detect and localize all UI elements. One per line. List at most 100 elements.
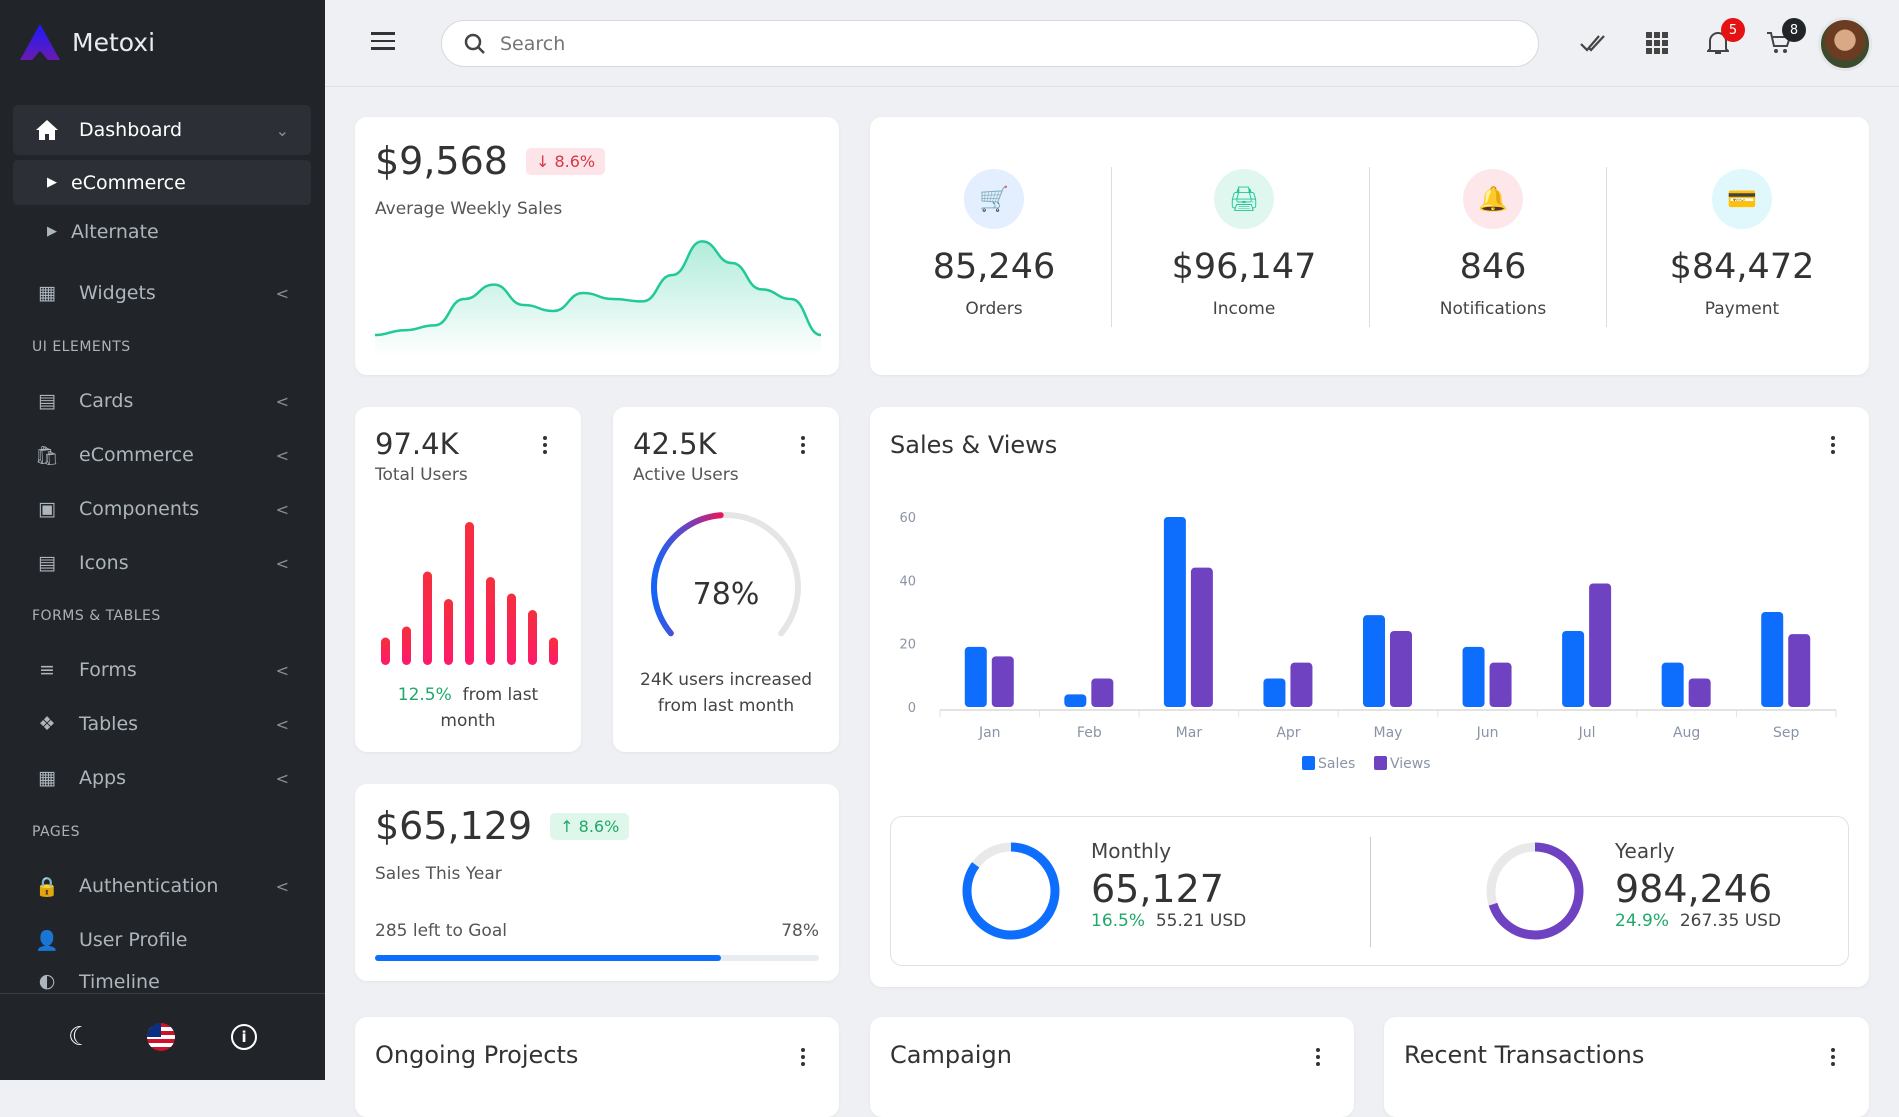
- notifications-bell-icon[interactable]: 5: [1701, 18, 1745, 60]
- sidebar-item-apps[interactable]: ▦ Apps <: [13, 753, 311, 803]
- y-tick-label: 20: [899, 638, 916, 653]
- chevron-left-icon: <: [275, 391, 289, 411]
- more-options-icon[interactable]: [793, 433, 813, 457]
- yearly-ring-chart: [1486, 842, 1584, 940]
- sidebar-item-alternate[interactable]: ▶ Alternate: [13, 209, 311, 254]
- campaign-card: Campaign: [870, 1017, 1354, 1117]
- apps-grid-icon[interactable]: [1640, 26, 1674, 60]
- bar-sales: [1363, 615, 1385, 707]
- sidebar-footer: ☾ i: [0, 993, 325, 1080]
- sidebar-item-icons[interactable]: ▤ Icons <: [13, 538, 311, 588]
- goal-text: 285 left to Goal: [375, 921, 507, 941]
- bar-sales: [1064, 694, 1087, 707]
- arrow-down-icon: ↓: [535, 151, 555, 171]
- sidebar-item-ecommerce[interactable]: 🛍 eCommerce <: [13, 430, 311, 480]
- bar-views: [1390, 631, 1412, 707]
- goal-progress-fill: [375, 955, 722, 961]
- chevron-left-icon: <: [275, 499, 289, 519]
- cart-icon: 🛒: [964, 169, 1024, 229]
- components-icon: ▣: [38, 498, 56, 520]
- caret-right-icon: ▶: [47, 224, 57, 239]
- divider: [1369, 167, 1370, 327]
- more-options-icon[interactable]: [1308, 1045, 1328, 1069]
- chevron-left-icon: <: [275, 283, 289, 303]
- more-options-icon[interactable]: [1823, 1045, 1843, 1069]
- logo-icon: [20, 24, 60, 60]
- stat-value: $96,147: [1171, 247, 1317, 287]
- sidebar-item-label: Icons: [79, 552, 129, 574]
- more-options-icon[interactable]: [1823, 433, 1843, 457]
- sidebar-item-cards[interactable]: ▤ Cards <: [13, 376, 311, 426]
- y-tick-label: 40: [899, 574, 916, 589]
- y-tick-label: 60: [899, 511, 916, 526]
- bar-sales: [1562, 631, 1585, 707]
- home-icon: [33, 118, 61, 142]
- sales-this-year-card: $65,129 ↑ 8.6% Sales This Year 285 left …: [355, 784, 839, 981]
- sidebar-item-widgets[interactable]: ▦ Widgets <: [13, 268, 311, 318]
- mark-all-read-icon[interactable]: [1578, 26, 1612, 60]
- bar-views: [1290, 662, 1313, 707]
- change-value: 8.6%: [554, 151, 596, 171]
- more-options-icon[interactable]: [793, 1045, 813, 1069]
- sidebar-item-timeline[interactable]: ◐ Timeline: [13, 968, 311, 993]
- bar-views: [1489, 662, 1512, 707]
- info-icon[interactable]: i: [231, 1024, 258, 1050]
- stat-label: Payment: [1704, 299, 1780, 319]
- x-tick-label: Aug: [1673, 725, 1700, 741]
- yearly-summary: Yearly 984,246 24.9% 267.35 USD: [1615, 839, 1781, 931]
- sidebar-item-label: Tables: [79, 713, 139, 735]
- weekly-sales-label: Average Weekly Sales: [375, 199, 563, 219]
- yearly-title: Yearly: [1615, 839, 1675, 863]
- legend-label: Views: [1390, 756, 1431, 772]
- sidebar-item-label: eCommerce: [79, 444, 194, 466]
- bell-icon: 🔔: [1463, 169, 1523, 229]
- total-users-bar-chart: [381, 522, 558, 665]
- note-text: from last month: [440, 685, 539, 731]
- moon-icon[interactable]: ☾: [67, 1022, 92, 1052]
- monthly-summary: Monthly 65,127 16.5% 55.21 USD: [1091, 839, 1246, 931]
- active-users-note: 24K users increased from last month: [640, 670, 812, 716]
- stat-value: $84,472: [1669, 247, 1815, 287]
- cart-icon[interactable]: 8: [1762, 18, 1806, 60]
- sidebar-item-forms[interactable]: ≡ Forms <: [13, 645, 311, 695]
- sidebar-item-dashboard[interactable]: Dashboard ⌄: [13, 105, 311, 155]
- bag-icon: 🛍: [34, 444, 60, 467]
- bar-views: [1589, 583, 1612, 707]
- y-tick-label: 0: [908, 701, 916, 716]
- active-users-value: 42.5K: [633, 427, 717, 461]
- card-title: Recent Transactions: [1404, 1041, 1645, 1069]
- monthly-value: 65,127: [1091, 867, 1224, 911]
- stat-label: Income: [1212, 299, 1276, 319]
- bar-views: [1788, 634, 1811, 707]
- sidebar-item-user-profile[interactable]: 👤 User Profile: [13, 915, 311, 965]
- sales-year-label: Sales This Year: [375, 864, 502, 884]
- legend-label: Sales: [1318, 756, 1355, 772]
- stat-value: 85,246: [932, 247, 1056, 287]
- tables-icon: ❖: [38, 713, 56, 735]
- gauge-percent: 78%: [692, 577, 760, 612]
- monthly-usd: 55.21 USD: [1155, 911, 1247, 931]
- goal-percent: 78%: [781, 921, 819, 941]
- stat-value: 846: [1459, 247, 1527, 287]
- stat-orders: 🛒 85,246 Orders: [870, 117, 1118, 375]
- search-icon: [464, 33, 485, 54]
- x-tick-label: Mar: [1176, 725, 1203, 741]
- sales-views-chart: 0 20 40 60 Jan Feb Mar Apr May Jun Jul Aug Sep Sales V…: [899, 511, 1837, 772]
- more-options-icon[interactable]: [535, 433, 555, 457]
- chevron-left-icon: <: [275, 768, 289, 788]
- chevron-left-icon: <: [275, 660, 289, 680]
- sidebar-item-label: Forms: [79, 659, 137, 681]
- sidebar-item-components[interactable]: ▣ Components <: [13, 484, 311, 534]
- bar-sales: [1661, 662, 1684, 707]
- flag-malaysia-icon[interactable]: [147, 1023, 176, 1051]
- sidebar-item-authentication[interactable]: 🔒 Authentication <: [13, 861, 311, 911]
- brand-logo[interactable]: Metoxi: [20, 24, 155, 60]
- sidebar-item-ecommerce-dashboard[interactable]: ▶ eCommerce: [13, 160, 311, 205]
- user-avatar[interactable]: [1818, 17, 1872, 71]
- sidebar-item-tables[interactable]: ❖ Tables <: [13, 699, 311, 749]
- search-bar[interactable]: [441, 20, 1539, 67]
- stat-label: Orders: [965, 299, 1023, 319]
- hamburger-menu-icon[interactable]: [371, 32, 395, 50]
- search-input[interactable]: [500, 32, 1467, 55]
- chevron-left-icon: <: [275, 445, 289, 465]
